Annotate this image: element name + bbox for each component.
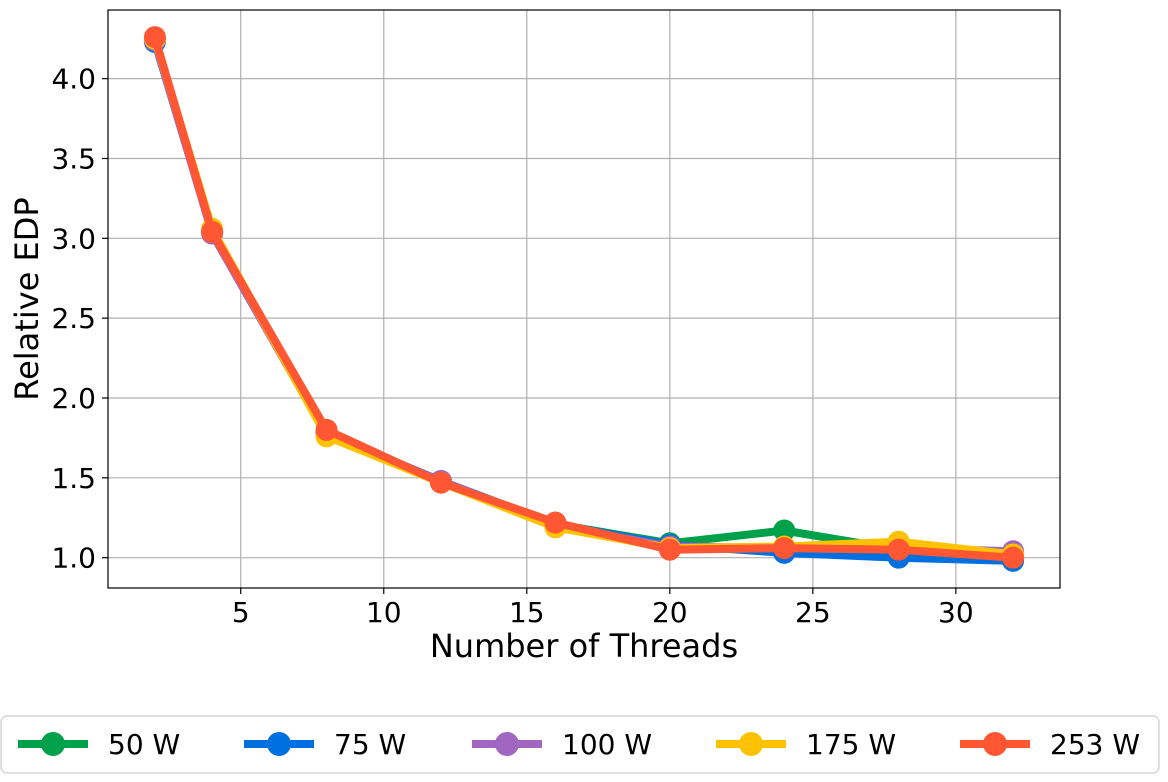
legend-label: 100 W xyxy=(562,728,652,761)
x-tick-label: 10 xyxy=(366,596,402,629)
x-tick-label: 5 xyxy=(232,596,250,629)
legend-item: 175 W xyxy=(716,728,896,761)
series-2 xyxy=(143,30,1025,572)
legend-item: 253 W xyxy=(960,728,1140,761)
legend-marker xyxy=(41,732,65,756)
legend-item: 75 W xyxy=(244,728,406,761)
y-tick-label: 2.5 xyxy=(51,302,96,335)
legend-item: 100 W xyxy=(472,728,652,761)
data-point xyxy=(773,537,796,560)
x-tick-label: 15 xyxy=(509,596,545,629)
legend: 50 W 75 W 100 W 175 W 253 W xyxy=(0,715,1160,774)
axis-ticks: 5 10 15 20 25 30 1.0 1.5 2.0 2.5 3.0 3.5 4.0 xyxy=(51,63,973,629)
data-point xyxy=(658,538,681,561)
legend-label: 175 W xyxy=(806,728,896,761)
legend-item: 50 W xyxy=(18,728,180,761)
series-line xyxy=(150,34,1018,559)
data-point xyxy=(201,220,224,243)
x-tick-label: 30 xyxy=(938,596,974,629)
series-4 xyxy=(143,27,1025,566)
data-point xyxy=(429,471,452,494)
series-line xyxy=(150,33,1018,562)
series-line xyxy=(150,34,1018,557)
legend-label: 253 W xyxy=(1050,728,1140,761)
y-tick-label: 3.0 xyxy=(51,222,96,255)
legend-marker xyxy=(267,732,291,756)
x-tick-label: 25 xyxy=(795,596,831,629)
series-3 xyxy=(143,29,1025,563)
y-tick-label: 1.5 xyxy=(51,462,96,495)
data-point xyxy=(773,519,796,542)
plot-frame xyxy=(107,9,1061,589)
series-5 xyxy=(143,26,1025,569)
series-line xyxy=(150,37,1018,565)
x-tick-label: 20 xyxy=(652,596,688,629)
legend-marker xyxy=(495,732,519,756)
legend-frame xyxy=(0,715,1160,774)
data-point xyxy=(887,538,910,561)
data-point xyxy=(544,511,567,534)
legend-label: 75 W xyxy=(334,728,406,761)
y-tick-label: 3.5 xyxy=(51,142,96,175)
series-line xyxy=(150,36,1018,556)
y-tick-label: 1.0 xyxy=(51,542,96,575)
legend-marker xyxy=(983,732,1007,756)
legend-label: 50 W xyxy=(108,728,180,761)
y-tick-label: 2.0 xyxy=(51,382,96,415)
data-point xyxy=(1002,546,1025,569)
grid-lines xyxy=(108,10,1060,588)
legend-marker xyxy=(739,732,763,756)
data-point xyxy=(143,26,166,49)
y-axis-label: Relative EDP xyxy=(8,197,46,400)
series-1 xyxy=(143,27,1025,564)
y-tick-label: 4.0 xyxy=(51,63,96,96)
series-lines xyxy=(143,26,1025,572)
data-point xyxy=(315,418,338,441)
x-axis-label: Number of Threads xyxy=(430,627,738,665)
